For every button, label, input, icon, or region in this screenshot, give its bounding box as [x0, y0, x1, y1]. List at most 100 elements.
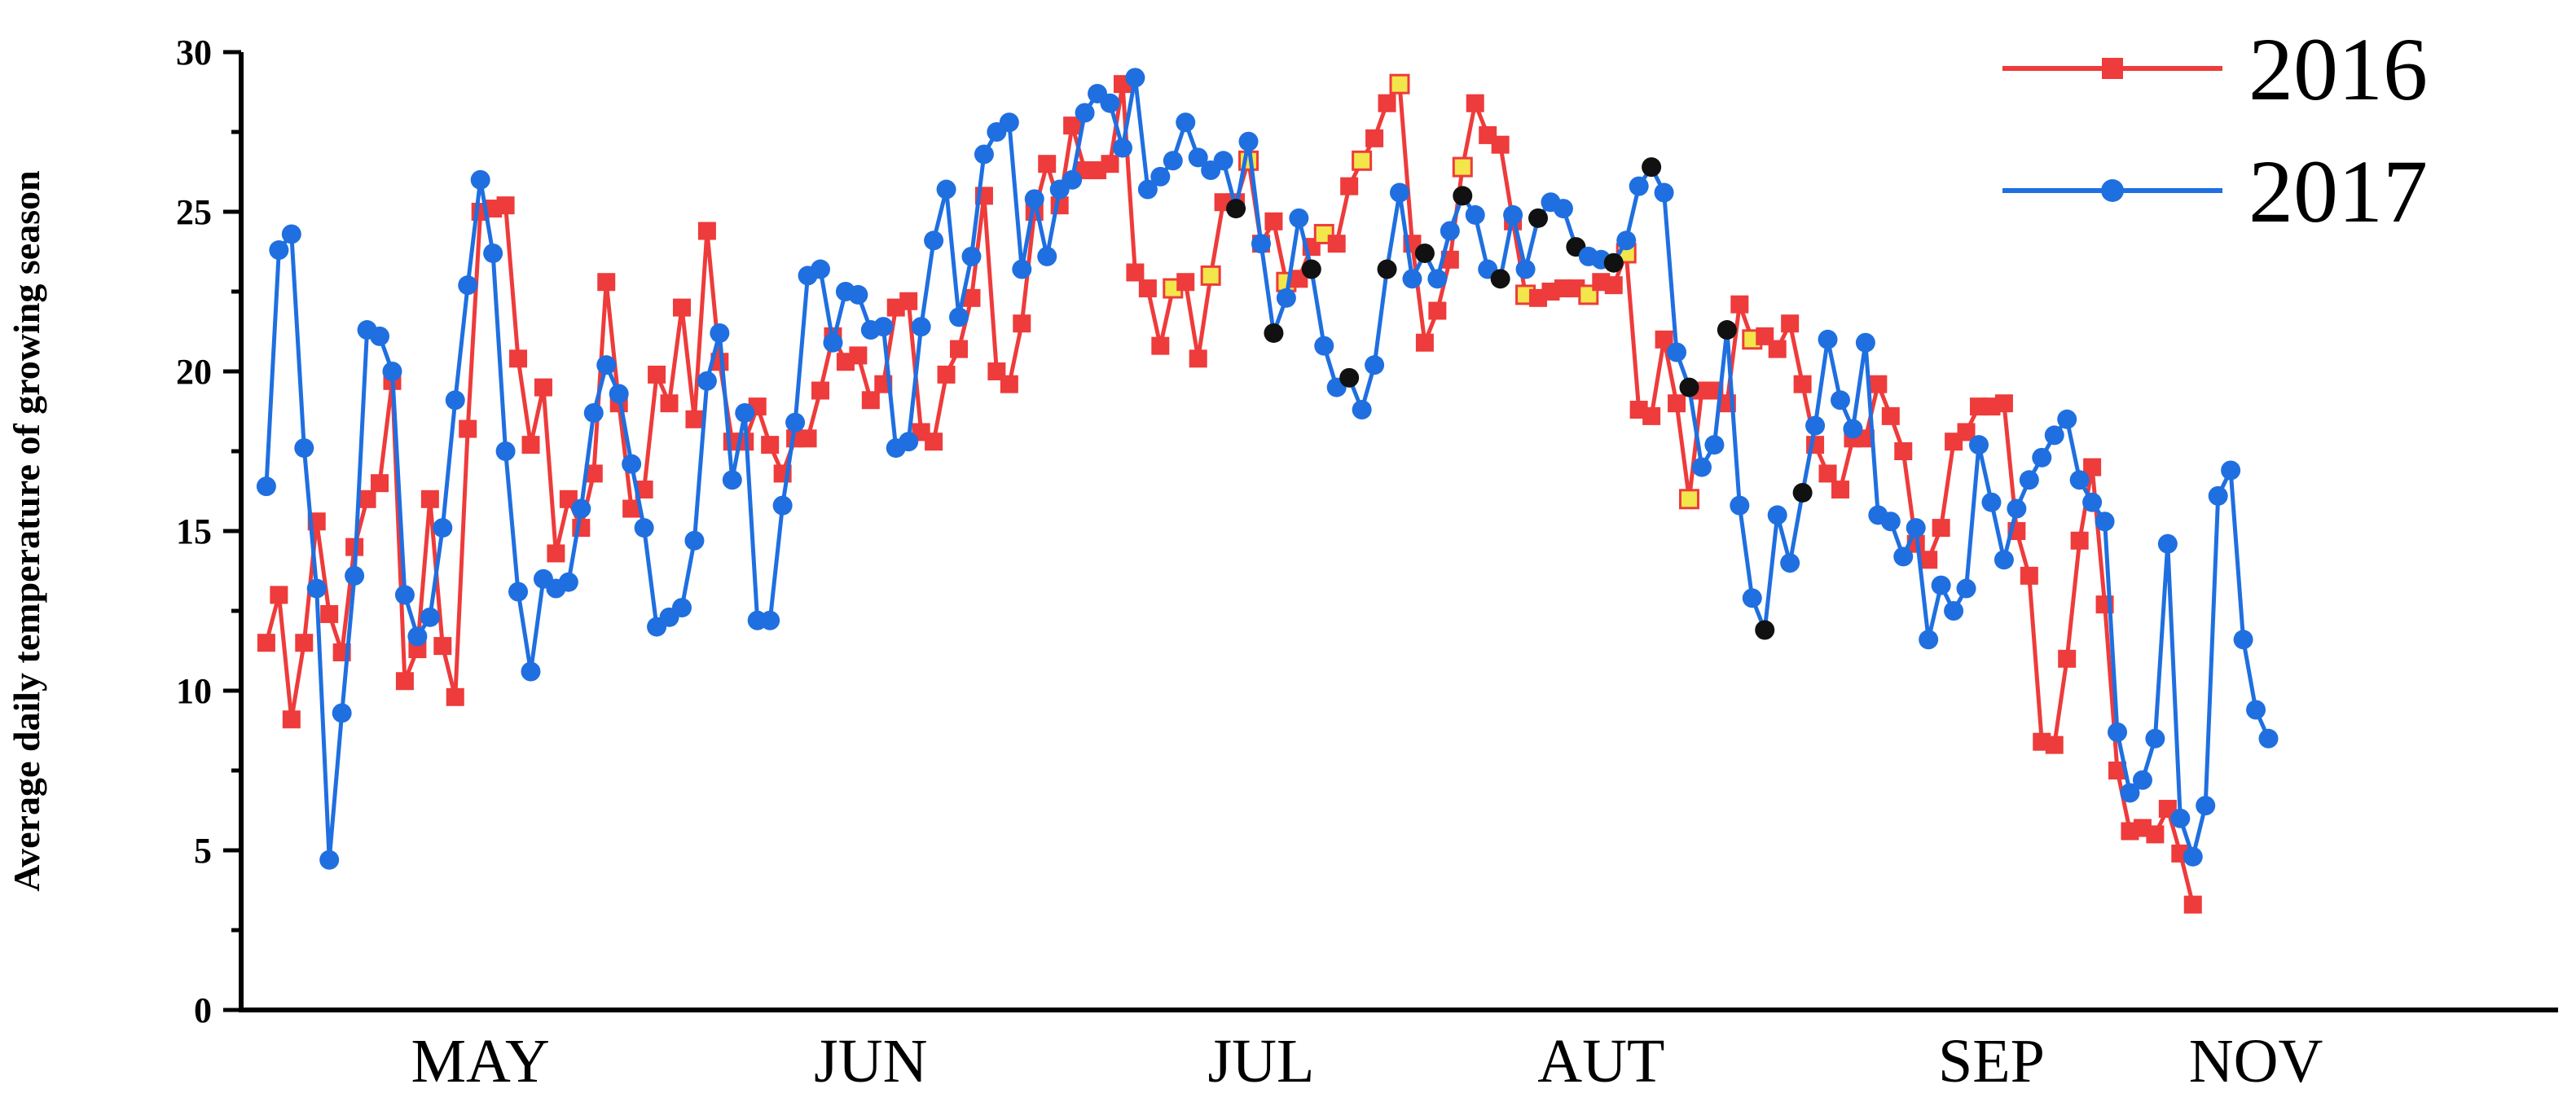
data-point [1427, 269, 1448, 289]
data-point [1957, 423, 1976, 441]
data-point [445, 390, 465, 411]
data-point [2082, 492, 2103, 512]
data-point [2095, 511, 2115, 532]
data-point [798, 429, 817, 448]
data-point [710, 323, 730, 343]
data-point [823, 332, 843, 353]
data-point [596, 355, 617, 375]
data-point [962, 288, 981, 307]
data-point [899, 292, 918, 310]
data-point [634, 518, 654, 538]
data-point [911, 317, 931, 337]
data-point [2020, 566, 2038, 585]
data-point [2208, 485, 2228, 506]
data-point [1112, 138, 1132, 158]
data-point [950, 340, 969, 358]
data-point [2157, 533, 2178, 554]
data-point [483, 243, 503, 263]
data-point [1137, 179, 1158, 200]
data-point [1012, 259, 1032, 279]
data-point [848, 284, 868, 305]
data-point [470, 169, 490, 190]
data-point [597, 273, 616, 292]
data-point [1793, 375, 1812, 393]
data-point [2108, 722, 2128, 742]
data-point [295, 634, 314, 652]
y-tick-label: 20 [176, 352, 212, 392]
data-point [1704, 435, 1725, 455]
data-point [609, 384, 629, 404]
data-point [1251, 234, 1271, 254]
data-point [1830, 390, 1850, 411]
data-point [1013, 314, 1031, 333]
data-point [1151, 336, 1170, 355]
y-tick-label: 5 [194, 831, 212, 871]
data-point [1931, 575, 1951, 595]
data-point [345, 565, 365, 586]
data-point [635, 481, 653, 499]
highlighted-data-point [1679, 377, 1699, 397]
data-point [1944, 601, 1964, 621]
data-point [684, 530, 705, 551]
data-point [811, 259, 830, 279]
data-point [1855, 332, 1875, 353]
data-point [1805, 415, 1826, 436]
data-point [459, 419, 477, 438]
legend-marker-2017 [2101, 179, 2124, 202]
data-point [2145, 728, 2165, 749]
data-point [433, 518, 453, 538]
data-point [281, 224, 301, 244]
data-point [685, 410, 704, 428]
data-point [1465, 204, 1485, 225]
data-point [1994, 550, 2014, 570]
highlighted-data-point [1200, 265, 1221, 286]
data-point [2108, 762, 2127, 779]
data-point [1881, 406, 1900, 425]
data-point [1969, 435, 1989, 455]
data-point [1340, 177, 1359, 195]
highlighted-data-point [1339, 367, 1360, 388]
data-point [1691, 457, 1712, 477]
data-point [1906, 518, 1926, 538]
data-point [382, 362, 402, 381]
data-point [1919, 630, 1939, 650]
legend-label-2016: 2016 [2249, 20, 2428, 119]
data-point [1818, 464, 1837, 483]
highlighted-data-point [1490, 269, 1510, 289]
data-point [370, 326, 390, 346]
data-point [509, 349, 528, 368]
data-point [1654, 182, 1674, 203]
data-point [320, 604, 339, 623]
data-point [1038, 155, 1057, 173]
data-point [1000, 375, 1018, 393]
data-point [1415, 333, 1434, 352]
data-point [1428, 301, 1447, 320]
data-point [2233, 630, 2253, 650]
data-point [495, 441, 516, 461]
data-point [1893, 547, 1914, 567]
data-point [961, 246, 982, 266]
data-point [1176, 273, 1195, 292]
data-point [2032, 447, 2052, 468]
data-point [1616, 230, 1637, 251]
data-point [2170, 808, 2191, 828]
data-point [1767, 505, 1787, 525]
data-point [1818, 329, 1838, 349]
data-point [772, 495, 793, 516]
data-point [2070, 531, 2089, 550]
data-point [394, 585, 415, 605]
data-point [1062, 169, 1083, 190]
data-point [2183, 846, 2203, 867]
data-point [2057, 409, 2077, 429]
data-point [521, 661, 541, 682]
legend: 2016 2017 [2002, 20, 2428, 241]
data-point [1981, 492, 2002, 512]
data-point [861, 391, 880, 410]
data-point [1100, 93, 1120, 113]
data-point [761, 436, 780, 454]
data-point [722, 470, 742, 490]
data-point [2058, 649, 2077, 668]
legend-label-2017: 2017 [2249, 142, 2428, 241]
data-point [924, 230, 944, 251]
data-point [257, 634, 275, 652]
